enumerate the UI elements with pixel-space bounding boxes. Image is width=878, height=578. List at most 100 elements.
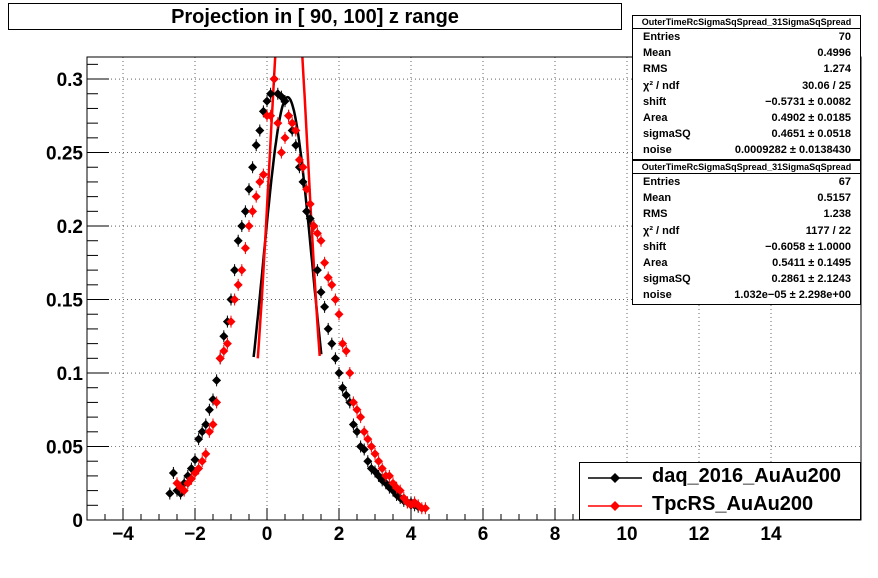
plot-title: Projection in [ 90, 100] z range: [8, 3, 622, 30]
data-point: [219, 346, 229, 356]
stats-row-name: Mean: [643, 47, 672, 60]
stats-row: shift −0.6058 ± 1.0000: [633, 239, 860, 255]
data-point: [208, 419, 218, 429]
y-tick-label: 0: [72, 511, 83, 532]
data-point: [305, 214, 315, 224]
data-point: [338, 339, 348, 349]
data-point: [384, 471, 394, 481]
data-point: [204, 427, 214, 437]
stats-row-name: sigmaSQ: [643, 128, 691, 141]
data-point: [194, 464, 204, 474]
x-tick-label: 8: [550, 524, 561, 545]
stats-row-name: RMS: [643, 208, 668, 221]
data-point: [201, 419, 211, 429]
data-point: [298, 177, 308, 187]
stats-row: Mean 0.4996: [633, 45, 860, 61]
data-point: [334, 309, 344, 319]
stats-row: noise 0.0009282 ± 0.0138430: [633, 142, 860, 158]
stats-row-name: Area: [643, 111, 668, 124]
data-point: [341, 390, 351, 400]
data-point: [352, 427, 362, 437]
x-tick-label: 2: [334, 524, 345, 545]
x-tick-label: 6: [478, 524, 489, 545]
stats-row: Entries 67: [633, 174, 860, 190]
axis-tick-labels: −4 −2 0 2 4 6 8 10 12 14 0 0.05 0.1 0.15 0.2 0.25 0.3: [46, 70, 782, 545]
x-tick-label: 0: [262, 524, 273, 545]
stats-row: sigmaSQ 0.2861 ± 2.1243: [633, 271, 860, 287]
y-tick-label: 0.05: [46, 438, 83, 459]
stats-row-name: Entries: [643, 31, 681, 43]
stats-row: noise 1.032e−05 ± 2.298e+00: [633, 287, 860, 303]
stats-row: Entries 70: [633, 29, 860, 45]
stats-row-name: χ² / ndf: [643, 79, 680, 92]
data-point: [374, 456, 384, 466]
data-point: [186, 474, 196, 484]
data-point: [359, 444, 369, 454]
data-point: [204, 405, 214, 415]
data-point: [168, 468, 178, 478]
stats-row-value: 1.032e−05 ± 2.298e+00: [734, 289, 851, 302]
data-point: [251, 140, 261, 150]
y-tick-label: 0.2: [57, 217, 83, 238]
legend-label-daq: daq_2016_AuAu200: [652, 465, 841, 487]
data-point: [330, 353, 340, 363]
data-point: [309, 221, 319, 231]
data-point: [179, 486, 189, 496]
data-point: [276, 148, 286, 158]
data-point: [363, 456, 373, 466]
data-point: [230, 295, 240, 305]
data-point: [366, 442, 376, 452]
data-point: [323, 324, 333, 334]
stats-row-name: shift: [643, 240, 667, 253]
y-tick-label: 0.25: [46, 144, 83, 165]
plot-frame: [86, 56, 862, 521]
data-point: [233, 236, 243, 246]
data-point: [330, 295, 340, 305]
data-point: [255, 125, 265, 135]
data-point: [258, 170, 268, 180]
data-point: [348, 419, 358, 429]
stats-header: OuterTimeRcSigmaSqSpread_31SigmaSqSpread: [633, 161, 860, 174]
stats-header: OuterTimeRcSigmaSqSpread_31SigmaSqSpread: [633, 16, 860, 29]
stats-row-name: RMS: [643, 63, 668, 76]
stats-row: Mean 0.5157: [633, 190, 860, 206]
data-point: [302, 184, 312, 194]
data-point: [320, 258, 330, 268]
data-point: [356, 412, 366, 422]
stats-row-name: shift: [643, 95, 667, 108]
data-point: [334, 368, 344, 378]
data-point: [370, 449, 380, 459]
data-point: [251, 192, 261, 202]
stats-row-name: χ² / ndf: [643, 224, 680, 237]
stats-row-value: 0.4996: [817, 47, 851, 60]
data-point: [237, 221, 247, 231]
data-point: [359, 427, 369, 437]
legend-marker-daq: [588, 473, 642, 483]
stats-row-name: sigmaSQ: [643, 273, 691, 286]
stats-row-value: 1177 / 22: [805, 224, 851, 237]
stats-row-name: Mean: [643, 192, 672, 205]
stats-row-value: 0.0009282 ± 0.0138430: [734, 144, 851, 157]
x-tick-label: 14: [760, 524, 782, 545]
data-point: [320, 302, 330, 312]
legend-marker-tpcrs: [588, 501, 642, 511]
x-tick-label: −2: [184, 524, 206, 545]
y-tick-label: 0.15: [46, 291, 83, 312]
data-point: [302, 206, 312, 216]
data-point: [345, 368, 355, 378]
data-point: [298, 162, 308, 172]
y-tick-label: 0.1: [57, 364, 84, 385]
data-point: [215, 353, 225, 363]
data-point: [269, 74, 279, 84]
data-point: [212, 397, 222, 407]
data-point: [194, 434, 204, 444]
stats-row-value: 0.5157: [817, 192, 851, 205]
data-point: [244, 184, 254, 194]
data-point: [190, 455, 200, 465]
data-point: [294, 155, 304, 165]
data-point: [280, 96, 290, 106]
data-point: [212, 375, 222, 385]
data-point: [316, 236, 326, 246]
data-point: [248, 162, 258, 172]
